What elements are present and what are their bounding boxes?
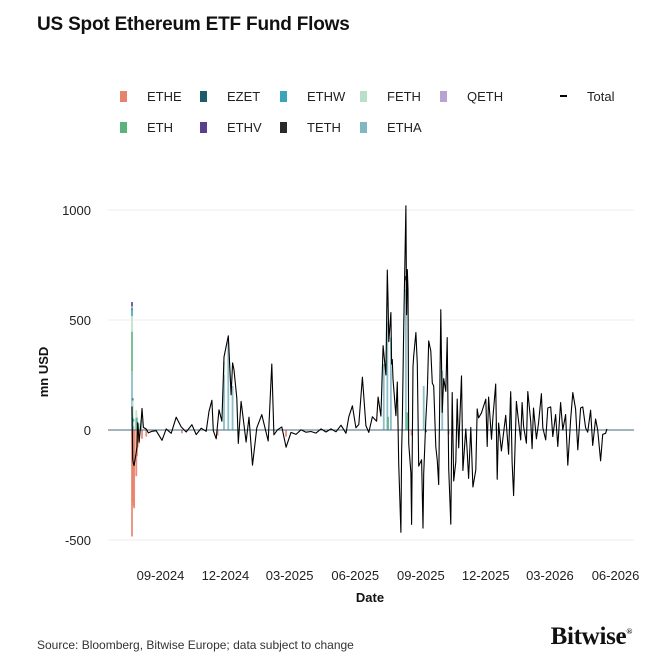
bar-feth (132, 421, 135, 427)
legend-label: ETHW (307, 88, 346, 104)
x-tick-label: 12-2024 (202, 568, 250, 583)
legend-label: ETH (147, 119, 173, 135)
bar-feth (494, 423, 497, 430)
legend-swatch-teth (280, 121, 287, 133)
bar-ethe (145, 430, 148, 437)
bar-etha (231, 386, 234, 430)
bar-ethe (410, 430, 413, 436)
bar-ethw (131, 309, 133, 317)
bar-ethv (131, 398, 134, 399)
legend-swatch-ethv (200, 121, 207, 133)
bar-etha (404, 289, 407, 430)
x-tick-label: 09-2024 (137, 568, 185, 583)
bar-qeth (131, 398, 134, 400)
legend-label: QETH (467, 88, 504, 104)
legend-swatch-qeth (440, 90, 447, 102)
bar-etha (386, 322, 389, 430)
bar-etha (389, 337, 392, 430)
bar-eth (387, 416, 389, 430)
legend-item-eth: ETH (120, 119, 173, 135)
bar-etha (382, 364, 385, 430)
x-tick-label: 12-2025 (462, 568, 510, 583)
bar-feth (131, 400, 134, 418)
legend-swatch-total (560, 95, 567, 97)
legend-swatch-feth (360, 90, 367, 102)
x-tick-label: 03-2026 (526, 568, 574, 583)
y-tick-label: 500 (69, 313, 91, 328)
legend-label: TETH (307, 119, 341, 135)
legend-swatch-ethe (120, 90, 127, 102)
legend-item-ethw: ETHW (280, 88, 345, 104)
legend-label: Total (587, 88, 615, 104)
bar-etha (132, 426, 135, 430)
y-axis-title: mn USD (36, 347, 51, 398)
legend-item-ezet: EZET (200, 88, 260, 104)
x-axis-title: Date (356, 590, 384, 605)
bar-feth (131, 316, 133, 332)
bar-ethe (181, 430, 183, 434)
legend: ETHE EZET ETHW FETH QETH Total ETH ETHV TETH ETHA (120, 88, 640, 138)
legend-swatch-etha (360, 121, 367, 133)
bar-etha (227, 342, 230, 430)
x-tick-label: 09-2025 (397, 568, 445, 583)
bar-ethw (132, 419, 135, 422)
bitwise-logo: Bitwise® (550, 623, 633, 650)
y-tick-label: -500 (65, 533, 91, 548)
legend-swatch-eth (120, 121, 127, 133)
bar-ethw (131, 399, 134, 401)
bar-ethe (133, 430, 136, 509)
y-tick-label: 1000 (62, 203, 91, 218)
legend-label: FETH (387, 88, 421, 104)
x-tick-label: 06-2025 (331, 568, 379, 583)
bar-eth (406, 412, 409, 430)
bar-feth (386, 306, 389, 323)
legend-item-ethv: ETHV (200, 119, 262, 135)
bar-ezet (131, 308, 133, 310)
legend-item-total: Total (560, 88, 614, 104)
legend-swatch-ezet (200, 90, 207, 102)
source-note: Source: Bloomberg, Bitwise Europe; data … (37, 638, 354, 652)
y-tick-label: 0 (84, 423, 91, 438)
bar-etha (223, 375, 225, 430)
bar-ethv (131, 301, 133, 307)
legend-label: ETHA (387, 119, 422, 135)
bar-feth (135, 410, 138, 418)
bar-ethe (216, 430, 219, 436)
bar-qeth (131, 306, 133, 309)
legend-item-qeth: QETH (440, 88, 503, 104)
x-tick-label: 06-2026 (592, 568, 640, 583)
bar-ezet (131, 398, 134, 400)
legend-swatch-ethw (280, 90, 287, 102)
x-tick-label: 03-2025 (266, 568, 314, 583)
bar-eth (131, 331, 133, 372)
bar-etha (422, 386, 425, 430)
chart-title: US Spot Ethereum ETF Fund Flows (37, 14, 350, 35)
total-line (131, 205, 608, 533)
legend-label: ETHV (227, 119, 262, 135)
legend-item-ethe: ETHE (120, 88, 182, 104)
legend-item-teth: TETH (280, 119, 341, 135)
bar-ethe (141, 430, 143, 439)
bar-eth (135, 417, 138, 430)
legend-label: EZET (227, 88, 261, 104)
bar-ethe (285, 430, 287, 437)
legend-item-etha: ETHA (360, 119, 422, 135)
legend-item-feth: FETH (360, 88, 421, 104)
legend-label: ETHE (147, 88, 182, 104)
